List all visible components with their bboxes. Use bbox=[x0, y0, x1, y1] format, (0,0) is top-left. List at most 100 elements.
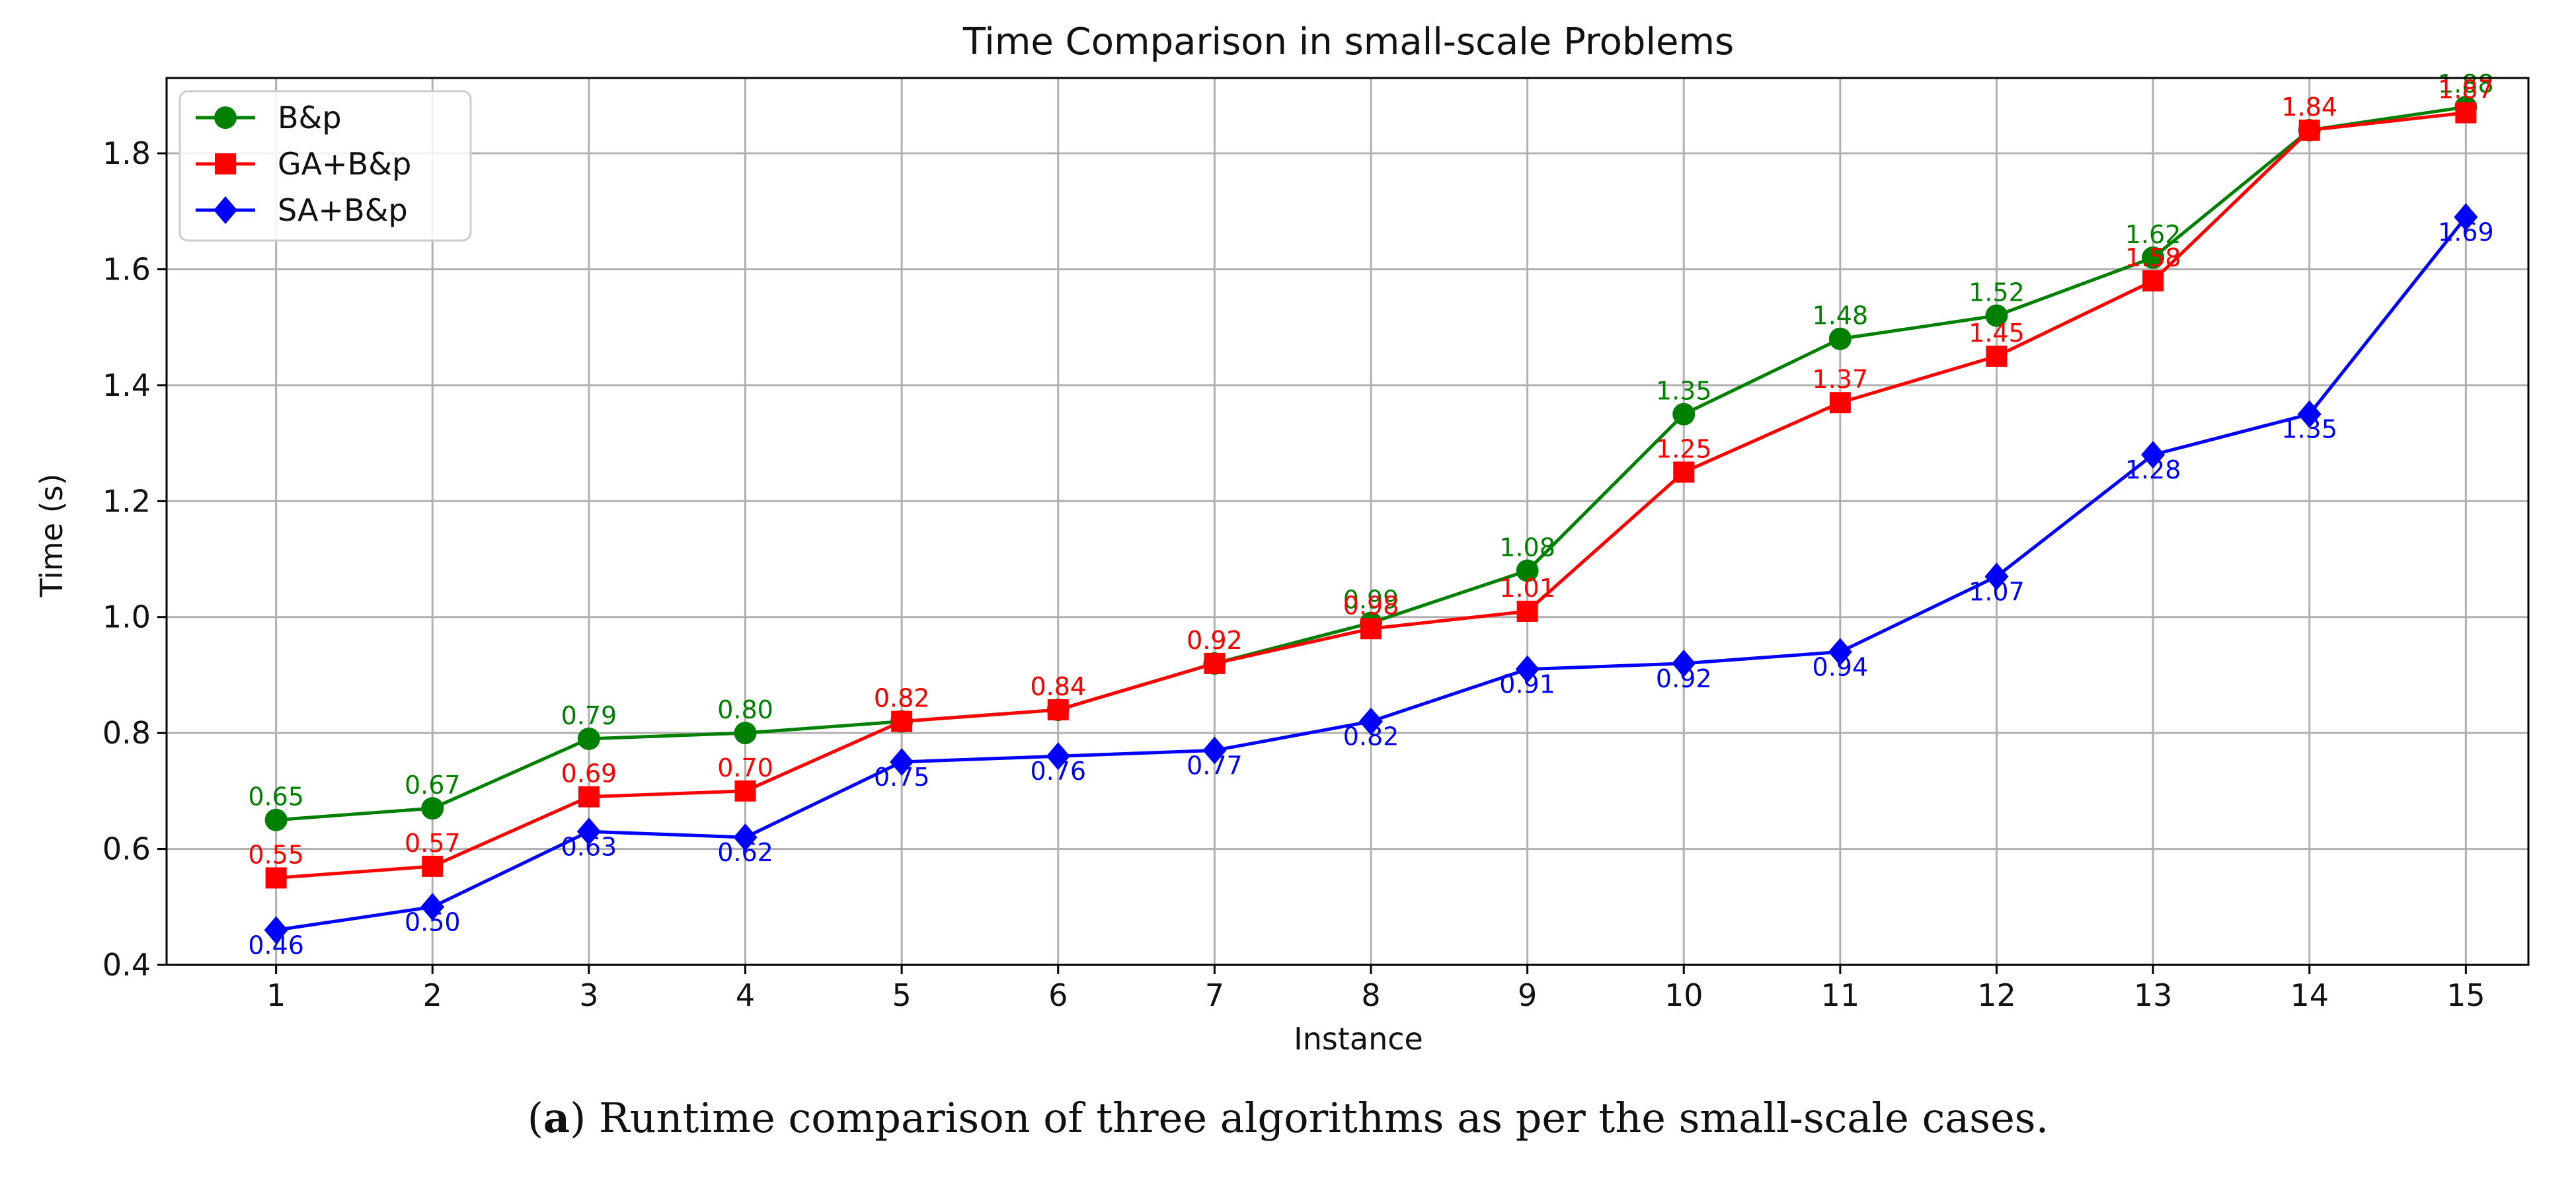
x-tick-label: 15 bbox=[2446, 977, 2485, 1013]
data-label: 0.99 bbox=[1343, 585, 1399, 614]
data-point bbox=[2454, 203, 2478, 231]
data-label: 0.98 bbox=[1343, 591, 1399, 620]
data-label: 1.01 bbox=[1499, 574, 1555, 603]
data-label: 1.37 bbox=[1813, 365, 1869, 394]
legend-label: GA+B&p bbox=[278, 146, 411, 182]
data-point bbox=[264, 808, 288, 831]
data-point bbox=[421, 797, 444, 820]
data-label: 0.65 bbox=[248, 782, 304, 812]
data-label: 0.94 bbox=[1813, 652, 1869, 681]
data-label: 0.92 bbox=[1187, 626, 1243, 655]
data-point bbox=[2142, 270, 2164, 291]
data-point bbox=[420, 893, 445, 921]
data-labels: 0.65 0.67 0.79 0.80 0.82 0.84 0.92 0.99 1.08 1.35… bbox=[248, 69, 2493, 960]
data-point bbox=[1828, 638, 1852, 666]
x-tick-label: 6 bbox=[1048, 977, 1068, 1013]
data-point bbox=[733, 823, 758, 852]
data-point bbox=[1046, 742, 1070, 771]
y-tick-label: 1.8 bbox=[102, 135, 151, 171]
legend-item: GA+B&p bbox=[196, 146, 411, 182]
data-label: 1.84 bbox=[2281, 93, 2337, 122]
data-label: 0.57 bbox=[405, 829, 461, 858]
legend-marker bbox=[214, 196, 237, 224]
data-point bbox=[577, 727, 600, 750]
legend-label: B&p bbox=[278, 100, 342, 135]
data-point bbox=[2142, 246, 2165, 269]
x-tick-label: 11 bbox=[1821, 977, 1860, 1013]
data-point bbox=[264, 916, 288, 944]
data-label: 1.69 bbox=[2438, 218, 2494, 247]
data-point bbox=[734, 780, 756, 802]
x-tick-label: 9 bbox=[1518, 977, 1537, 1013]
data-point bbox=[265, 867, 287, 889]
data-label: 1.88 bbox=[2438, 69, 2494, 98]
data-point bbox=[1828, 327, 1852, 350]
y-tick-label: 1.0 bbox=[102, 599, 151, 635]
data-label: 1.35 bbox=[1656, 377, 1712, 406]
data-point bbox=[1204, 652, 1226, 674]
y-tick-label: 1.6 bbox=[102, 251, 151, 287]
data-label: 0.92 bbox=[1187, 626, 1243, 655]
data-label: 0.55 bbox=[248, 840, 304, 869]
data-label: 0.82 bbox=[874, 684, 930, 713]
data-point bbox=[2297, 400, 2322, 428]
y-tick-label: 1.4 bbox=[102, 367, 151, 403]
data-label: 0.92 bbox=[1656, 664, 1712, 693]
legend-label: SA+B&p bbox=[278, 192, 408, 228]
x-tick-label: 3 bbox=[579, 977, 598, 1013]
data-label: 0.80 bbox=[717, 695, 773, 724]
data-label: 0.75 bbox=[874, 763, 930, 792]
legend-item: B&p bbox=[196, 100, 342, 135]
data-label: 1.45 bbox=[1969, 319, 2025, 348]
data-point bbox=[576, 817, 601, 846]
data-label: 0.63 bbox=[561, 832, 617, 861]
data-label: 0.76 bbox=[1030, 757, 1086, 786]
x-axis-label: Instance bbox=[1294, 1021, 1423, 1057]
figure-caption: (a) Runtime comparison of three algorith… bbox=[527, 1094, 2049, 1142]
data-label: 0.77 bbox=[1187, 751, 1243, 780]
y-tick-label: 0.6 bbox=[102, 831, 151, 867]
chart: Time Comparison in small-scale Problems … bbox=[34, 20, 2530, 1057]
series-sa-b-p bbox=[264, 203, 2478, 944]
axis-ticks: 1 2 3 4 5 6 7 8 9 10 11 12 13 14 150.40.60.81.01.21.41… bbox=[102, 135, 2485, 1013]
data-label: 0.69 bbox=[561, 759, 617, 788]
data-label: 1.58 bbox=[2125, 243, 2181, 272]
data-point bbox=[422, 855, 444, 877]
data-point bbox=[578, 786, 600, 808]
data-label: 1.08 bbox=[1499, 533, 1555, 562]
data-label: 0.46 bbox=[248, 930, 304, 960]
x-tick-label: 5 bbox=[892, 977, 911, 1013]
x-tick-label: 14 bbox=[2290, 977, 2329, 1013]
x-tick-label: 4 bbox=[736, 977, 755, 1013]
data-label: 1.84 bbox=[2281, 93, 2337, 122]
data-label: 1.07 bbox=[1969, 577, 2025, 606]
y-axis-label: Time (s) bbox=[34, 473, 69, 597]
data-point bbox=[1673, 461, 1695, 483]
data-point bbox=[1829, 392, 1851, 414]
data-label: 1.48 bbox=[1813, 301, 1869, 330]
data-label: 0.79 bbox=[561, 701, 617, 730]
caption-text: Runtime comparison of three algorithms a… bbox=[586, 1094, 2049, 1142]
data-point bbox=[1047, 699, 1069, 721]
data-label: 1.52 bbox=[1969, 278, 2025, 307]
data-point bbox=[891, 710, 913, 732]
data-point bbox=[1985, 304, 2008, 327]
x-tick-label: 1 bbox=[266, 977, 286, 1013]
data-point bbox=[1516, 600, 1538, 622]
x-tick-label: 2 bbox=[423, 977, 442, 1013]
data-point bbox=[2141, 441, 2166, 469]
legend-marker bbox=[214, 106, 237, 129]
data-label: 0.82 bbox=[874, 684, 930, 713]
data-label: 1.28 bbox=[2125, 455, 2181, 484]
x-tick-label: 12 bbox=[1977, 977, 2016, 1013]
x-tick-label: 13 bbox=[2134, 977, 2173, 1013]
data-label: 0.91 bbox=[1499, 670, 1555, 699]
data-point bbox=[2455, 102, 2477, 124]
caption-label: a bbox=[543, 1094, 570, 1142]
data-point bbox=[1984, 562, 2009, 591]
series-ga-b-p bbox=[265, 102, 2477, 889]
y-tick-label: 1.2 bbox=[102, 483, 151, 519]
x-tick-label: 7 bbox=[1205, 977, 1224, 1013]
data-label: 1.25 bbox=[1656, 434, 1712, 463]
y-tick-label: 0.8 bbox=[102, 715, 151, 751]
